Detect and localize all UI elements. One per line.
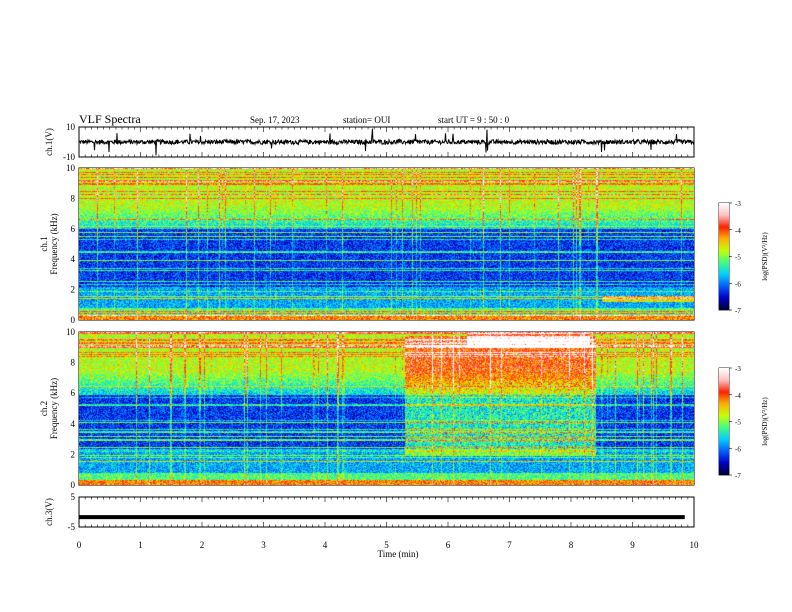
x-tick-label: 9 bbox=[630, 540, 635, 550]
colorbar-tick-label: -7 bbox=[735, 472, 741, 480]
y-tick-label: 2 bbox=[71, 285, 76, 295]
x-tick-label: 4 bbox=[323, 540, 328, 550]
start-time-label: start UT = 9 : 50 : 0 bbox=[438, 115, 510, 125]
y-tick-label: 4 bbox=[71, 419, 76, 429]
figure-title: VLF Spectra bbox=[79, 112, 141, 126]
y-tick-label: 10 bbox=[66, 327, 76, 337]
y-axis-label: Frequency (kHz) bbox=[49, 213, 59, 274]
station-label: station= OUI bbox=[343, 115, 390, 125]
colorbar-tick-label: -3 bbox=[735, 200, 741, 208]
y-tick-label: 10 bbox=[66, 122, 76, 132]
ch2-colorbar bbox=[719, 368, 729, 475]
colorbar-tick-label: -4 bbox=[735, 227, 741, 235]
y-tick-label: 6 bbox=[71, 388, 76, 398]
y-axis-label: ch.2 bbox=[39, 401, 49, 416]
y-tick-label: 6 bbox=[71, 224, 76, 234]
colorbar-tick-label: -5 bbox=[735, 419, 741, 427]
x-tick-label: 6 bbox=[446, 540, 451, 550]
y-axis-label: ch.1 bbox=[39, 236, 49, 251]
x-tick-label: 1 bbox=[138, 540, 143, 550]
x-tick-label: 0 bbox=[77, 540, 82, 550]
x-tick-label: 5 bbox=[384, 540, 389, 550]
date-label: Sep. 17, 2023 bbox=[250, 115, 300, 125]
y-tick-label: 10 bbox=[66, 163, 76, 173]
colorbar-tick-label: -4 bbox=[735, 392, 741, 400]
colorbar-tick-label: -6 bbox=[735, 280, 741, 288]
ch1-colorbar bbox=[719, 203, 729, 310]
y-axis-label: Frequency (kHz) bbox=[49, 378, 59, 439]
y-tick-label: 2 bbox=[71, 449, 76, 459]
y-tick-label: 4 bbox=[71, 254, 76, 264]
y-axis-label: ch.1(V) bbox=[44, 128, 54, 156]
y-tick-label: 0 bbox=[71, 480, 76, 490]
colorbar-tick-label: -3 bbox=[735, 365, 741, 373]
ch1-spectrogram-image bbox=[79, 168, 694, 320]
x-tick-label: 3 bbox=[261, 540, 266, 550]
x-tick-label: 8 bbox=[569, 540, 574, 550]
y-tick-label: -10 bbox=[63, 152, 75, 162]
colorbar-tick-label: -7 bbox=[735, 307, 741, 315]
ch2-spectrogram-image bbox=[79, 332, 694, 485]
x-tick-label: 2 bbox=[200, 540, 205, 550]
ch1-waveform-trace bbox=[78, 128, 695, 156]
y-tick-label: -5 bbox=[68, 522, 76, 532]
x-tick-label: 10 bbox=[690, 540, 700, 550]
y-axis-label: ch.3(V) bbox=[44, 498, 54, 526]
colorbar-tick-label: -5 bbox=[735, 254, 741, 262]
y-tick-label: 0 bbox=[71, 315, 76, 325]
y-tick-label: 8 bbox=[71, 358, 76, 368]
colorbar-label: log(PSD)(V²/Hz) bbox=[761, 397, 769, 446]
x-axis-label: Time (min) bbox=[378, 549, 419, 559]
y-tick-label: 5 bbox=[71, 492, 76, 502]
y-tick-label: 8 bbox=[71, 193, 76, 203]
x-tick-label: 7 bbox=[507, 540, 512, 550]
colorbar-tick-label: -6 bbox=[735, 445, 741, 453]
colorbar-label: log(PSD)(V²/Hz) bbox=[761, 232, 769, 281]
